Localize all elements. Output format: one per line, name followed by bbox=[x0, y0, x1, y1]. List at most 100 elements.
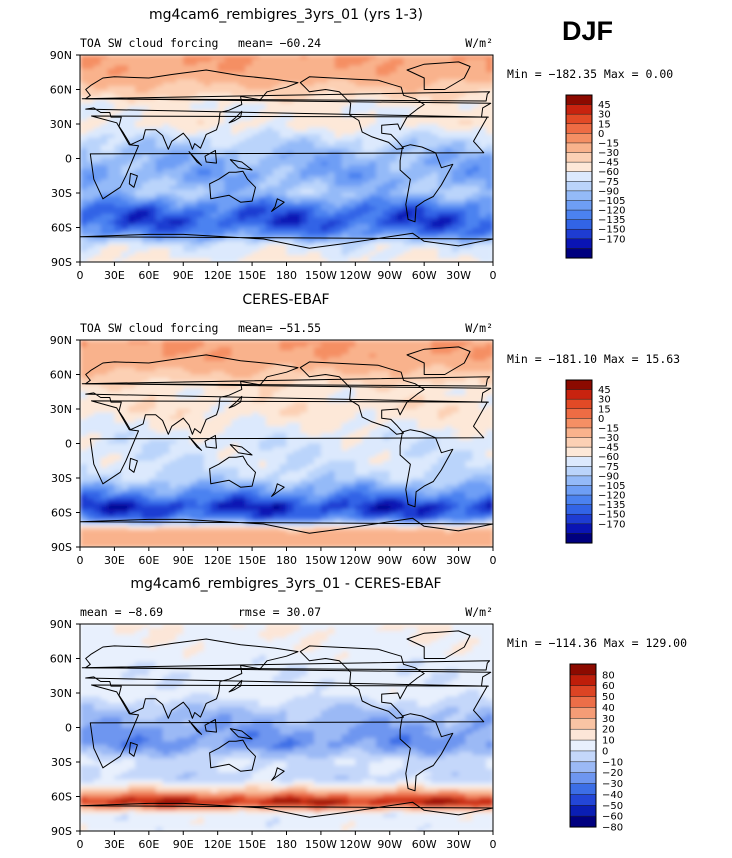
heat-cell bbox=[114, 357, 122, 362]
heat-cell bbox=[107, 161, 116, 166]
heat-cell bbox=[107, 220, 116, 225]
heat-cell bbox=[327, 353, 336, 358]
heat-cell bbox=[286, 384, 294, 389]
heat-cell bbox=[444, 224, 453, 229]
heat-cell bbox=[107, 402, 116, 407]
heat-cell bbox=[279, 237, 288, 242]
heat-cell bbox=[238, 134, 246, 139]
heat-cell bbox=[258, 346, 267, 351]
heat-cell bbox=[286, 117, 294, 122]
heat-cell bbox=[334, 168, 343, 173]
heat-cell bbox=[155, 113, 164, 118]
heat-cell bbox=[203, 61, 212, 66]
lon-tick-label: 120E bbox=[204, 269, 232, 282]
heat-cell bbox=[86, 388, 95, 393]
heat-cell bbox=[265, 224, 274, 229]
heat-cell bbox=[417, 168, 425, 173]
heat-cell bbox=[375, 353, 384, 358]
heat-cell bbox=[458, 106, 467, 111]
heat-cell bbox=[279, 127, 288, 132]
heat-cell bbox=[176, 92, 184, 97]
heat-cell bbox=[107, 196, 116, 201]
heat-cell bbox=[279, 217, 288, 222]
heat-cell bbox=[279, 61, 288, 66]
heat-cell bbox=[100, 196, 109, 201]
heat-cell bbox=[396, 141, 405, 146]
heat-cell bbox=[114, 377, 122, 382]
heat-cell bbox=[107, 343, 116, 348]
heat-cell bbox=[141, 251, 150, 256]
panel-title: mg4cam6_rembigres_3yrs_01 (yrs 1-3) bbox=[149, 7, 423, 23]
heat-cell bbox=[472, 61, 480, 66]
heat-cell bbox=[190, 248, 198, 253]
heat-cell bbox=[286, 391, 294, 396]
heat-cell bbox=[114, 58, 122, 63]
heat-cell bbox=[93, 99, 102, 104]
heat-cell bbox=[93, 395, 102, 400]
heat-cell bbox=[197, 106, 205, 111]
heat-cell bbox=[341, 130, 350, 135]
heat-cell bbox=[458, 343, 467, 348]
heat-cell bbox=[293, 220, 301, 225]
heat-cell bbox=[203, 224, 212, 229]
heat-cell bbox=[279, 224, 288, 229]
heat-cell bbox=[100, 186, 109, 191]
heat-cell bbox=[307, 86, 315, 91]
heat-cell bbox=[437, 357, 446, 362]
heat-cell bbox=[334, 79, 343, 84]
heat-cell bbox=[272, 244, 281, 249]
heat-cell bbox=[231, 206, 239, 211]
heat-cell bbox=[479, 241, 487, 246]
heat-cell bbox=[231, 72, 239, 77]
heat-cell bbox=[265, 258, 274, 262]
heat-cell bbox=[114, 117, 122, 122]
heat-cell bbox=[424, 148, 432, 153]
heat-cell bbox=[334, 155, 343, 160]
heat-cell bbox=[252, 244, 260, 249]
heat-cell bbox=[279, 402, 288, 407]
heat-cell bbox=[341, 186, 350, 191]
heat-cell bbox=[479, 360, 487, 365]
heat-cell bbox=[197, 230, 205, 235]
heat-cell bbox=[183, 409, 191, 414]
heat-cell bbox=[348, 409, 356, 414]
heat-cell bbox=[293, 103, 301, 108]
heat-cell bbox=[155, 168, 164, 173]
heat-cell bbox=[258, 82, 267, 87]
colorbar-label: −75 bbox=[598, 177, 619, 188]
heat-cell bbox=[258, 189, 267, 194]
heat-cell bbox=[410, 148, 418, 153]
heat-cell bbox=[465, 395, 473, 400]
heat-cell bbox=[348, 364, 356, 369]
heat-cell bbox=[135, 82, 143, 87]
heat-cell bbox=[348, 206, 356, 211]
heat-cell bbox=[307, 241, 315, 246]
heat-cell bbox=[472, 258, 480, 262]
heat-cell bbox=[458, 161, 467, 166]
heat-cell bbox=[458, 357, 467, 362]
heat-cell bbox=[217, 203, 226, 208]
heat-cell bbox=[197, 210, 205, 215]
heat-cell bbox=[375, 179, 384, 184]
heat-cell bbox=[128, 134, 136, 139]
heat-cell bbox=[217, 248, 226, 253]
heat-cell bbox=[245, 360, 253, 365]
heat-cell bbox=[320, 86, 329, 91]
heat-cell bbox=[341, 244, 350, 249]
heat-cell bbox=[217, 189, 226, 194]
heat-cell bbox=[451, 230, 460, 235]
heat-cell bbox=[197, 213, 205, 218]
heat-cell bbox=[190, 189, 198, 194]
heat-cell bbox=[293, 196, 301, 201]
heat-cell bbox=[279, 75, 288, 80]
heat-cell bbox=[362, 55, 370, 60]
heat-cell bbox=[417, 213, 425, 218]
heat-cell bbox=[197, 258, 205, 262]
heat-cell bbox=[155, 120, 164, 125]
heat-cell bbox=[100, 388, 109, 393]
colorbar-swatch bbox=[565, 142, 593, 154]
heat-cell bbox=[272, 79, 281, 84]
colorbar-label: −120 bbox=[598, 206, 625, 217]
heat-cell bbox=[217, 409, 226, 414]
heat-cell bbox=[369, 82, 377, 87]
